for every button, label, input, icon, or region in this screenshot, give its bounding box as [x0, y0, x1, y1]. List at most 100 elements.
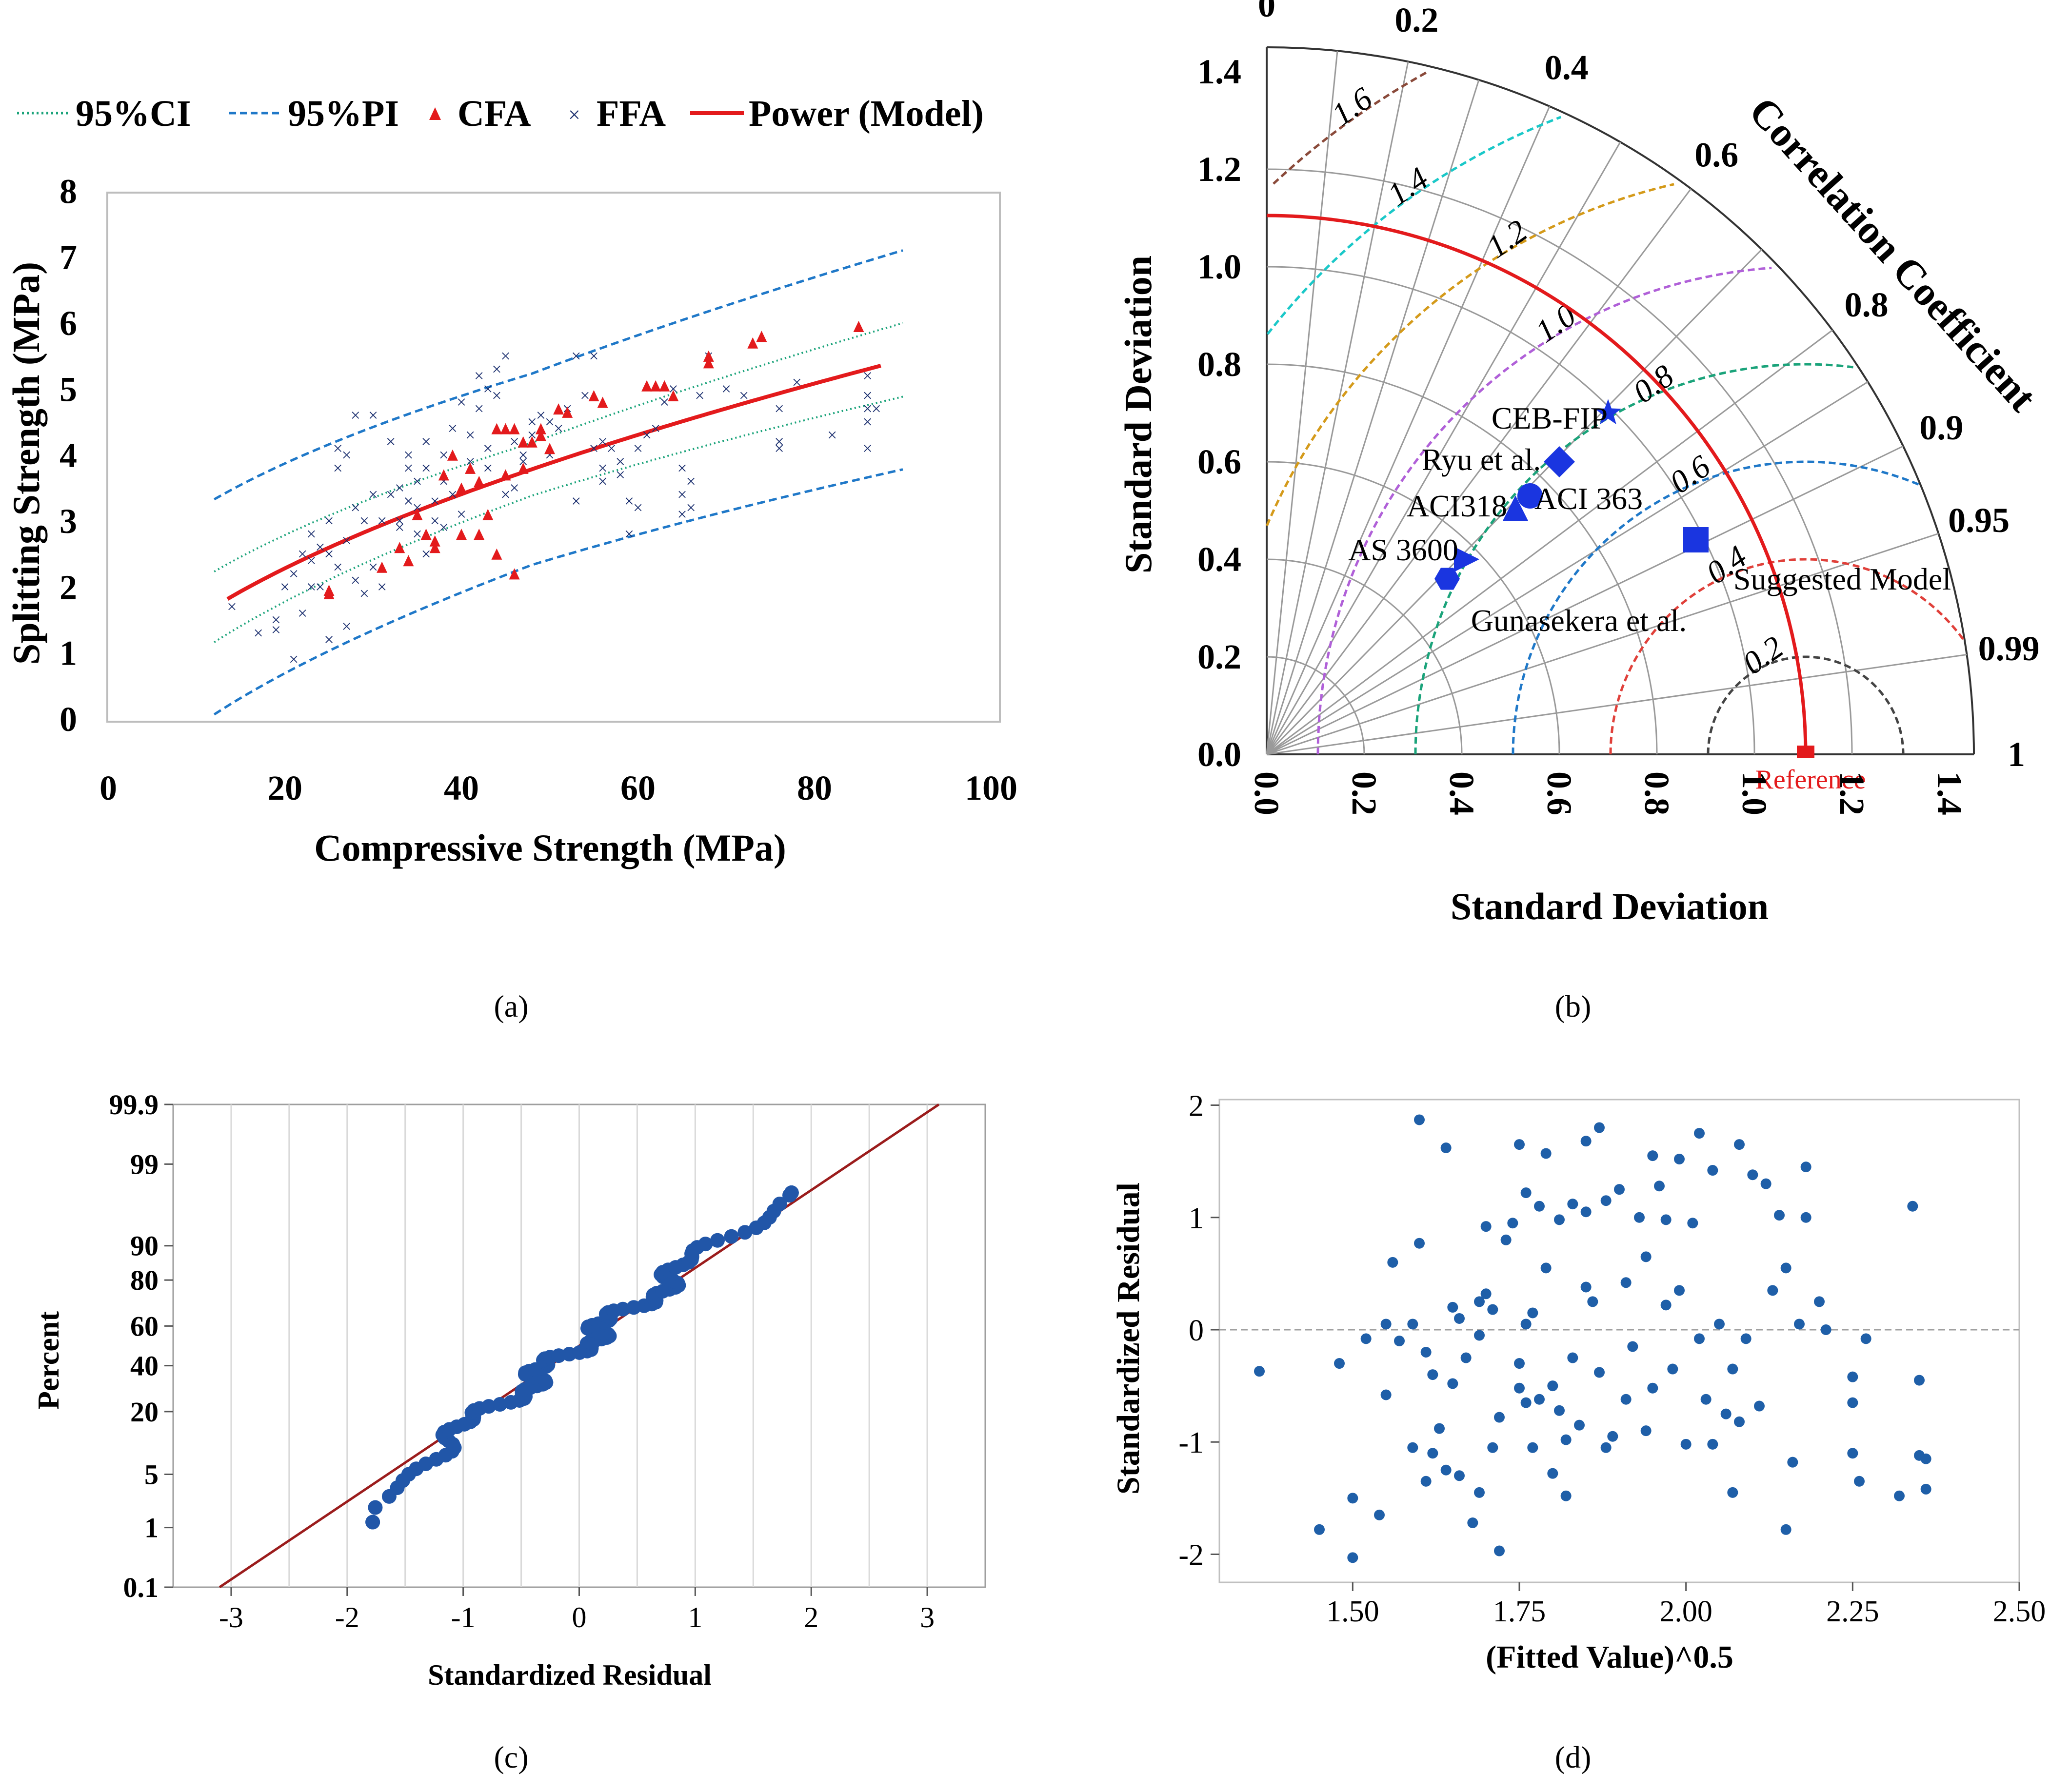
panel-d-residual-point	[1847, 1397, 1858, 1408]
panel-d-residual-point	[1420, 1476, 1432, 1487]
panel-a-legend-label: CFA	[458, 93, 531, 134]
panel-d-residual-point	[1694, 1333, 1705, 1344]
panel-d-residual-point	[1747, 1169, 1758, 1181]
panel-d-residual-point	[1627, 1341, 1638, 1352]
panel-a-cfa-point	[535, 430, 546, 441]
panel-d-residual-point	[1454, 1313, 1465, 1324]
panel-a-ffa-point: ×	[289, 564, 299, 583]
panel-d-residual-point	[1380, 1319, 1392, 1330]
panel-a-ffa-point: ×	[695, 386, 705, 405]
panel-d-residual-point	[1674, 1285, 1685, 1296]
panel-d-residual-point	[1440, 1142, 1452, 1153]
panel-d-residual-point	[1447, 1301, 1458, 1313]
panel-a-y-tick-label: 7	[60, 238, 77, 277]
panel-b-rms-label: 0.2	[1736, 629, 1790, 681]
panel-d-residual-point	[1454, 1470, 1465, 1481]
panel-a-ffa-point: ×	[333, 458, 342, 478]
panel-d-residual-point	[1647, 1382, 1658, 1394]
panel-a-ffa-point: ×	[774, 438, 784, 458]
panel-b-y-tick-label: 1.4	[1197, 52, 1241, 91]
panel-a-cfa-point	[756, 331, 767, 342]
panel-a-ffa-point: ×	[624, 524, 634, 544]
panel-d-y-tick-label: 0	[1189, 1314, 1204, 1347]
panel-d-residual-point	[1907, 1201, 1918, 1212]
panel-a-ffa-point: ×	[527, 425, 537, 445]
panel-a-ffa-point: ×	[500, 346, 510, 366]
panel-d-residual-point	[1727, 1487, 1738, 1498]
panel-a-ffa-point: ×	[439, 445, 449, 465]
panel-a-ffa-point: ×	[589, 438, 598, 458]
panel-a-ffa-point: ×	[509, 432, 519, 452]
panel-b-rms-label: 0.6	[1663, 449, 1716, 501]
panel-a-x-tick-label: 0	[100, 768, 117, 807]
panel-d-residual-point	[1854, 1476, 1865, 1487]
panel-d-residual-point	[1527, 1307, 1538, 1319]
panel-a-cfa-point	[517, 462, 529, 474]
panel-c-residual-point	[698, 1237, 713, 1252]
panel-a-ffa-point: ×	[739, 386, 749, 405]
panel-d-residual-point	[1580, 1206, 1592, 1218]
panel-a-cfa-point	[429, 535, 440, 547]
panel-d-y-tick-label: 2	[1189, 1090, 1204, 1123]
panel-a-ffa-point: ×	[686, 498, 696, 517]
panel-b-correlation-ray	[1266, 532, 1939, 755]
panel-d-x-tick-label: 1.50	[1326, 1595, 1379, 1628]
panel-a-ffa-point: ×	[377, 511, 387, 531]
panel-a-ffa-point: ×	[862, 412, 872, 432]
panel-a-ffa-point: ×	[457, 505, 466, 524]
panel-a-pi-lower-line	[213, 468, 903, 716]
panel-b-y-axis-title: Standard Deviation	[1117, 256, 1159, 573]
panel-a-legend-label: Power (Model)	[749, 93, 984, 134]
panel-b-correlation-ray	[1266, 61, 1409, 755]
panel-d-residual-point	[1540, 1148, 1552, 1159]
panel-d-residual-point	[1567, 1352, 1578, 1363]
panel-d-residual-point	[1580, 1281, 1592, 1293]
panel-b-caption: (b)	[1555, 989, 1592, 1024]
panel-a-ffa-point: ×	[368, 406, 378, 425]
panel-a-legend-label: 95%PI	[288, 93, 399, 134]
panel-a-ffa-point: ×	[421, 458, 431, 478]
panel-d-residual-point	[1407, 1442, 1418, 1453]
panel-a-ffa-point: ×	[306, 524, 316, 544]
panel-d-residual-vs-fitted: 1.50 1.75 2.00 2.25 2.50 2 1 0 -1 -2 (Fitted Valu…	[1111, 1090, 2046, 1774]
panel-d-x-tick-label: 1.75	[1493, 1595, 1546, 1628]
panel-d-residual-point	[1500, 1234, 1512, 1245]
panel-c-x-tick-label: 3	[920, 1601, 935, 1634]
panel-a-ffa-point: ×	[607, 438, 617, 458]
panel-c-x-tick-label: -2	[335, 1601, 359, 1634]
panel-d-residual-point	[1574, 1419, 1585, 1431]
panel-b-reference-marker	[1797, 746, 1814, 758]
panel-d-residual-point	[1594, 1367, 1605, 1378]
panel-a-ffa-point: ×	[616, 452, 625, 471]
panel-a-ffa-point: ×	[315, 537, 325, 557]
panel-d-x-tick-label: 2.25	[1826, 1595, 1879, 1628]
panel-a-cfa-point	[650, 380, 661, 392]
panel-d-residual-point	[1640, 1251, 1652, 1262]
panel-d-residual-point	[1800, 1162, 1811, 1173]
panel-c-y-tick-label: 99.9	[109, 1089, 159, 1121]
panel-a-ffa-point: ×	[430, 492, 440, 511]
panel-c-residual-point	[365, 1515, 380, 1530]
panel-a-cfa-point	[659, 380, 670, 392]
panel-a-cfa-point	[668, 390, 679, 402]
panel-d-y-axis-title: Standardized Residual	[1111, 1182, 1146, 1495]
panel-d-residual-point	[1787, 1457, 1798, 1468]
panel-d-residual-point	[1520, 1187, 1532, 1199]
panel-a-legend-label: 95%CI	[76, 93, 191, 134]
panel-d-residual-point	[1587, 1296, 1598, 1307]
panel-d-residual-point	[1527, 1442, 1538, 1453]
panel-c-y-tick-label: 80	[130, 1264, 159, 1296]
panel-d-residual-point	[1607, 1431, 1618, 1442]
panel-a-ffa-point: ×	[386, 432, 396, 452]
panel-d-residual-point	[1700, 1394, 1712, 1405]
panel-c-y-tick-label: 60	[130, 1310, 159, 1342]
panel-a-ffa-point: ×	[862, 438, 872, 458]
panel-b-model-marker-ryu-et-al-	[1544, 446, 1575, 477]
panel-c-data-points	[365, 1185, 799, 1530]
panel-a-cfa-point	[482, 509, 494, 520]
panel-c-residual-point	[616, 1301, 631, 1317]
panel-b-correlation-ray	[1266, 445, 1904, 755]
panel-d-residual-point	[1614, 1184, 1625, 1195]
panel-a-y-tick-label: 3	[60, 502, 77, 541]
